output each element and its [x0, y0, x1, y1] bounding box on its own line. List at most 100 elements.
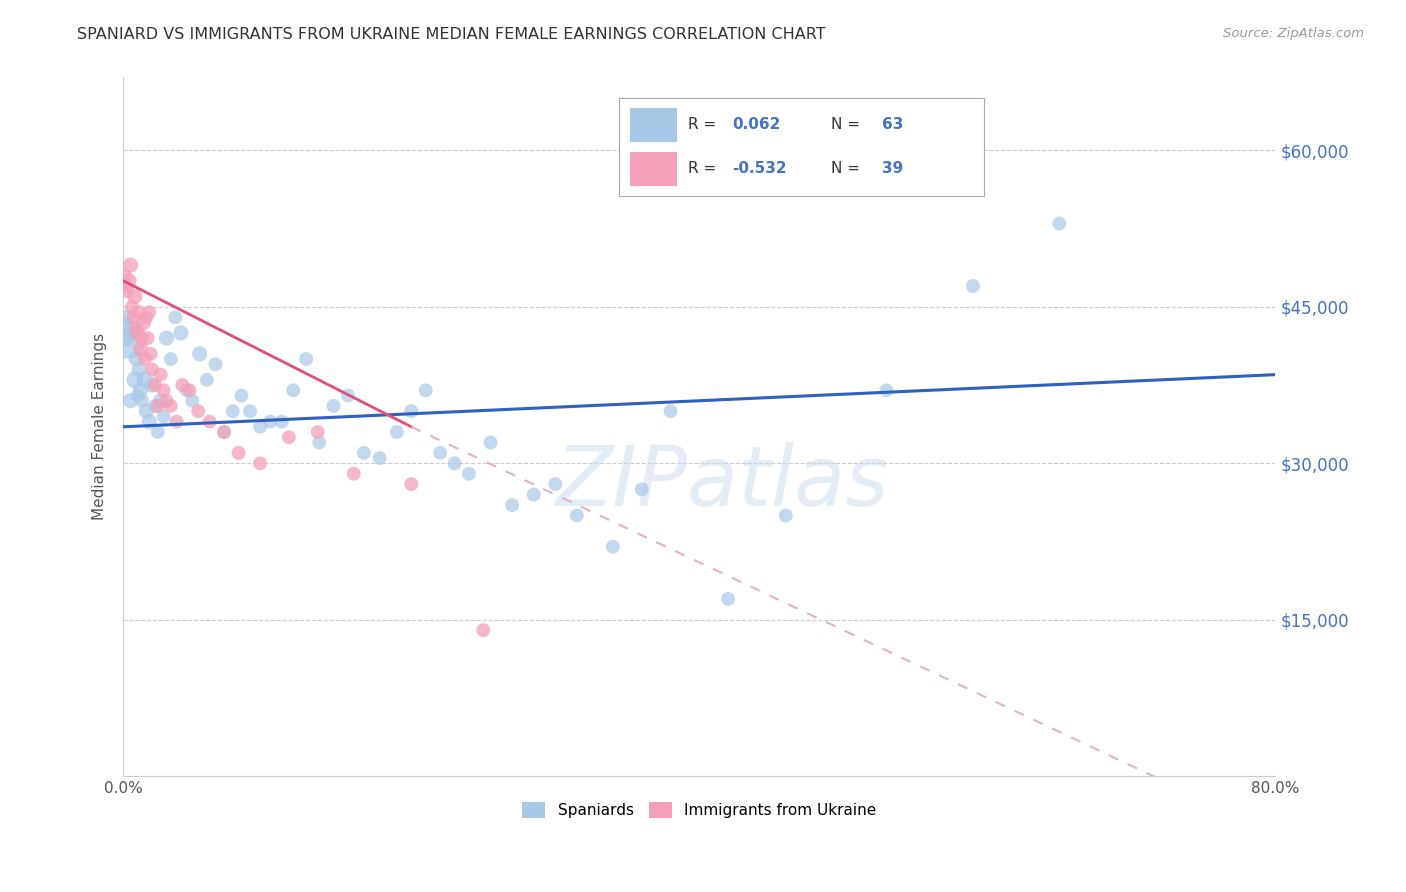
Point — [120, 258, 142, 272]
Point — [212, 425, 235, 439]
FancyBboxPatch shape — [630, 152, 678, 186]
Point — [472, 623, 495, 637]
Point — [295, 351, 318, 366]
Point — [114, 268, 136, 283]
Point — [146, 399, 169, 413]
Point — [270, 415, 292, 429]
Point — [124, 373, 146, 387]
Point — [368, 451, 391, 466]
Point — [228, 446, 250, 460]
Point — [1047, 216, 1070, 230]
Point — [249, 419, 271, 434]
Point — [118, 336, 141, 351]
Point — [198, 415, 221, 429]
Point — [128, 362, 150, 376]
Point — [222, 404, 245, 418]
Point — [415, 384, 437, 398]
Point — [135, 404, 157, 418]
Point — [204, 357, 226, 371]
Legend: Spaniards, Immigrants from Ukraine: Spaniards, Immigrants from Ukraine — [516, 797, 883, 824]
Point — [544, 477, 567, 491]
Point — [307, 425, 329, 439]
Point — [277, 430, 299, 444]
Point — [128, 305, 150, 319]
Point — [143, 399, 166, 413]
Point — [115, 331, 138, 345]
Point — [717, 591, 740, 606]
Text: R =: R = — [688, 117, 721, 132]
Point — [602, 540, 624, 554]
Point — [659, 404, 682, 418]
Y-axis label: Median Female Earnings: Median Female Earnings — [93, 334, 107, 520]
Point — [152, 384, 174, 398]
Point — [125, 320, 148, 334]
Point — [962, 279, 984, 293]
Point — [401, 404, 423, 418]
Point — [118, 274, 141, 288]
Point — [114, 320, 136, 334]
Point — [385, 425, 408, 439]
Point — [155, 393, 177, 408]
Point — [122, 326, 145, 340]
Point — [120, 393, 142, 408]
Text: ZIPatlas: ZIPatlas — [555, 442, 889, 524]
Point — [135, 310, 157, 325]
Point — [136, 331, 159, 345]
Point — [127, 326, 149, 340]
Text: SPANIARD VS IMMIGRANTS FROM UKRAINE MEDIAN FEMALE EARNINGS CORRELATION CHART: SPANIARD VS IMMIGRANTS FROM UKRAINE MEDI… — [77, 27, 825, 42]
Point — [122, 310, 145, 325]
Point — [195, 373, 218, 387]
Point — [353, 446, 375, 460]
Point — [134, 373, 156, 387]
Point — [343, 467, 366, 481]
Point — [141, 362, 163, 376]
Point — [479, 435, 502, 450]
Point — [127, 388, 149, 402]
Point — [129, 342, 152, 356]
Text: 63: 63 — [882, 117, 903, 132]
Point — [124, 289, 146, 303]
Point — [401, 477, 423, 491]
Point — [165, 310, 187, 325]
Point — [172, 378, 194, 392]
Text: -0.532: -0.532 — [733, 161, 786, 177]
Point — [117, 284, 139, 298]
Point — [152, 409, 174, 424]
Text: N =: N = — [831, 117, 865, 132]
Point — [115, 279, 138, 293]
Point — [170, 326, 193, 340]
Point — [876, 384, 898, 398]
Point — [146, 425, 169, 439]
Point — [159, 351, 181, 366]
Text: 39: 39 — [882, 161, 903, 177]
Point — [336, 388, 359, 402]
Point — [141, 378, 163, 392]
Point — [134, 351, 156, 366]
Point — [443, 456, 465, 470]
Point — [249, 456, 271, 470]
Text: Source: ZipAtlas.com: Source: ZipAtlas.com — [1223, 27, 1364, 40]
Point — [121, 320, 143, 334]
Point — [132, 316, 155, 330]
Point — [155, 331, 177, 345]
Point — [283, 384, 305, 398]
Point — [259, 415, 281, 429]
Point — [138, 305, 160, 319]
Point — [231, 388, 253, 402]
Point — [523, 487, 546, 501]
Point — [212, 425, 235, 439]
Point — [565, 508, 588, 523]
Text: 0.062: 0.062 — [733, 117, 780, 132]
Point — [143, 378, 166, 392]
Point — [159, 399, 181, 413]
Point — [131, 331, 153, 345]
Text: N =: N = — [831, 161, 865, 177]
FancyBboxPatch shape — [630, 108, 678, 142]
Point — [166, 415, 188, 429]
Point — [131, 393, 153, 408]
Point — [179, 384, 201, 398]
Point — [775, 508, 797, 523]
Point — [117, 310, 139, 325]
Point — [501, 498, 523, 512]
Text: R =: R = — [688, 161, 721, 177]
